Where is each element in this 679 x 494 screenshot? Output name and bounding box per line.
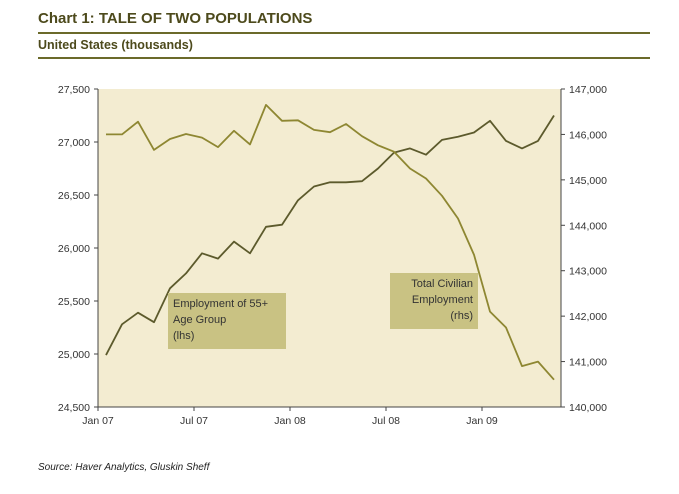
left-tick-label: 27,500 — [58, 84, 90, 96]
label-line: Employment — [411, 294, 473, 306]
chart-title: Chart 1: TALE OF TWO POPULATIONS — [38, 10, 313, 27]
plot-area — [98, 89, 561, 407]
label-line: Employment of 55+ — [173, 298, 269, 310]
x-tick-label: Jan 08 — [274, 415, 306, 427]
x-tick-label: Jul 08 — [372, 415, 400, 427]
x-tick-label: Jan 07 — [82, 415, 114, 427]
label-line: (lhs) — [173, 330, 195, 342]
right-tick-label: 145,000 — [569, 175, 607, 187]
right-tick-label: 147,000 — [569, 84, 607, 96]
x-tick-label: Jan 09 — [466, 415, 498, 427]
left-tick-label: 25,500 — [58, 296, 90, 308]
label-line: Age Group — [173, 314, 227, 326]
right-tick-label: 143,000 — [569, 266, 607, 278]
left-tick-label: 27,000 — [58, 137, 90, 149]
left-tick-label: 25,000 — [58, 349, 90, 361]
left-tick-label: 24,500 — [58, 402, 90, 414]
right-tick-label: 140,000 — [569, 402, 607, 414]
chart-subtitle: United States (thousands) — [38, 38, 193, 52]
source-note: Source: Haver Analytics, Gluskin Sheff — [38, 462, 210, 473]
title-rule — [38, 32, 650, 34]
right-tick-label: 146,000 — [569, 129, 607, 141]
right-tick-label: 141,000 — [569, 357, 607, 369]
right-tick-label: 142,000 — [569, 311, 607, 323]
left-tick-label: 26,500 — [58, 190, 90, 202]
label-line: Total Civilian — [411, 278, 473, 290]
subtitle-rule — [38, 57, 650, 59]
label-line: (rhs) — [450, 310, 473, 322]
x-tick-label: Jul 07 — [180, 415, 208, 427]
series-label-total-civilian: Total Civilian Employment (rhs) — [390, 273, 478, 329]
right-tick-label: 144,000 — [569, 220, 607, 232]
series-label-55plus: Employment of 55+ Age Group (lhs) — [168, 293, 286, 349]
left-tick-label: 26,000 — [58, 243, 90, 255]
